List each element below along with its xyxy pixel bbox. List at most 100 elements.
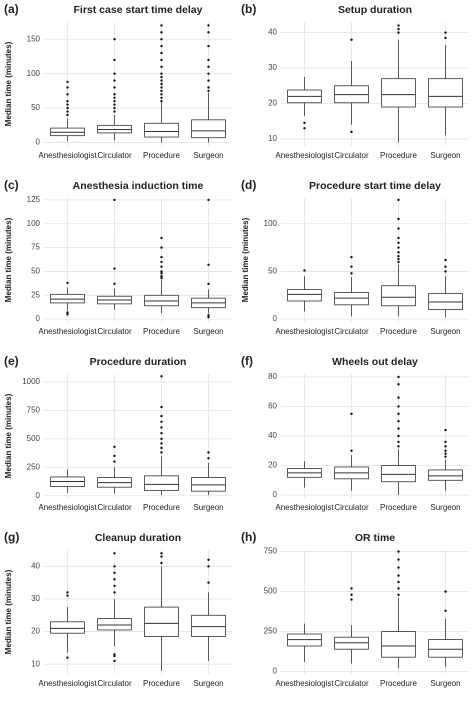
panel-title: Procedure duration bbox=[90, 356, 187, 368]
outlier bbox=[113, 584, 116, 588]
outlier bbox=[66, 103, 69, 106]
outlier bbox=[113, 445, 116, 449]
outlier bbox=[397, 257, 400, 261]
outlier bbox=[397, 217, 400, 221]
box bbox=[144, 606, 179, 637]
outlier bbox=[66, 281, 69, 285]
x-tick-label: Procedure bbox=[380, 679, 417, 688]
y-tick-label: 250 bbox=[27, 462, 41, 471]
outlier bbox=[160, 561, 163, 565]
outlier bbox=[160, 38, 163, 41]
x-tick-label: Anesthesiologist bbox=[38, 503, 97, 512]
outlier bbox=[113, 96, 116, 99]
panel-label: (h) bbox=[241, 530, 256, 544]
y-tick-label: 0 bbox=[36, 314, 41, 323]
outlier bbox=[160, 426, 163, 429]
outlier bbox=[350, 255, 353, 259]
outlier bbox=[397, 260, 400, 264]
x-tick-label: Surgeon bbox=[193, 327, 223, 336]
outlier bbox=[160, 255, 163, 259]
outlier bbox=[397, 405, 400, 408]
outlier bbox=[160, 44, 163, 48]
outlier bbox=[397, 227, 400, 230]
outlier bbox=[113, 86, 116, 89]
outlier bbox=[160, 555, 163, 558]
outlier bbox=[160, 79, 163, 82]
y-tick-label: 75 bbox=[31, 243, 40, 252]
y-tick-label: 150 bbox=[27, 34, 41, 43]
box bbox=[381, 465, 416, 483]
panel-label: (f) bbox=[241, 354, 253, 368]
x-tick-label: Procedure bbox=[143, 679, 180, 688]
outlier bbox=[303, 127, 306, 130]
box bbox=[191, 119, 226, 139]
outlier bbox=[113, 106, 116, 110]
outlier bbox=[113, 38, 116, 41]
outlier bbox=[397, 580, 400, 584]
panel-label: (e) bbox=[4, 354, 19, 368]
x-tick-label: Circulator bbox=[334, 327, 369, 336]
outlier bbox=[207, 89, 210, 93]
y-tick-label: 0 bbox=[273, 490, 278, 499]
y-tick-label: 30 bbox=[268, 63, 277, 72]
outlier bbox=[207, 58, 210, 62]
outlier bbox=[207, 456, 210, 460]
outlier bbox=[397, 445, 400, 448]
outlier bbox=[113, 454, 116, 458]
x-tick-label: Surgeon bbox=[430, 679, 460, 688]
panel-label: (d) bbox=[241, 178, 256, 192]
outlier bbox=[160, 442, 163, 445]
y-tick-label: 100 bbox=[264, 219, 278, 228]
y-tick-label: 40 bbox=[268, 28, 277, 37]
panel-title: First case start time delay bbox=[74, 4, 203, 16]
x-tick-label: Procedure bbox=[143, 151, 180, 160]
outlier bbox=[66, 656, 69, 659]
outlier bbox=[444, 609, 447, 612]
outlier bbox=[160, 24, 163, 27]
box bbox=[381, 78, 416, 108]
outlier bbox=[444, 270, 447, 273]
outlier bbox=[160, 276, 163, 280]
box bbox=[428, 469, 463, 481]
y-axis-label: Median time (minutes) bbox=[241, 217, 250, 302]
outlier bbox=[444, 258, 447, 262]
outlier bbox=[66, 86, 69, 89]
panel-title: Anesthesia induction time bbox=[73, 180, 204, 192]
outlier bbox=[444, 590, 447, 593]
outlier bbox=[207, 65, 210, 68]
x-tick-label: Circulator bbox=[334, 503, 369, 512]
y-tick-label: 500 bbox=[27, 434, 41, 443]
outlier bbox=[66, 80, 69, 84]
outlier bbox=[160, 265, 163, 268]
outlier bbox=[66, 313, 69, 316]
x-tick-label: Circulator bbox=[97, 327, 132, 336]
outlier bbox=[397, 241, 400, 245]
y-tick-label: 50 bbox=[268, 267, 277, 276]
y-tick-label: 0 bbox=[273, 667, 278, 676]
outlier bbox=[160, 275, 163, 278]
outlier bbox=[113, 282, 116, 286]
outlier bbox=[397, 434, 400, 438]
outlier bbox=[207, 565, 210, 568]
x-tick-label: Circulator bbox=[334, 151, 369, 160]
outlier bbox=[350, 265, 353, 268]
box bbox=[144, 122, 179, 138]
outlier bbox=[113, 267, 116, 270]
outlier bbox=[444, 265, 447, 268]
y-tick-label: 500 bbox=[264, 587, 278, 596]
outlier bbox=[397, 31, 400, 34]
outlier bbox=[160, 31, 163, 34]
panel-label: (g) bbox=[4, 530, 19, 544]
outlier bbox=[207, 558, 210, 561]
outlier bbox=[397, 587, 400, 590]
panel-title: Wheels out delay bbox=[332, 356, 418, 368]
box bbox=[428, 78, 463, 108]
outlier bbox=[397, 412, 400, 416]
outlier bbox=[66, 106, 69, 110]
outlier bbox=[444, 445, 447, 448]
y-tick-label: 50 bbox=[31, 267, 40, 276]
y-tick-label: 60 bbox=[268, 402, 277, 411]
y-tick-label: 0 bbox=[273, 314, 278, 323]
outlier bbox=[444, 428, 447, 432]
